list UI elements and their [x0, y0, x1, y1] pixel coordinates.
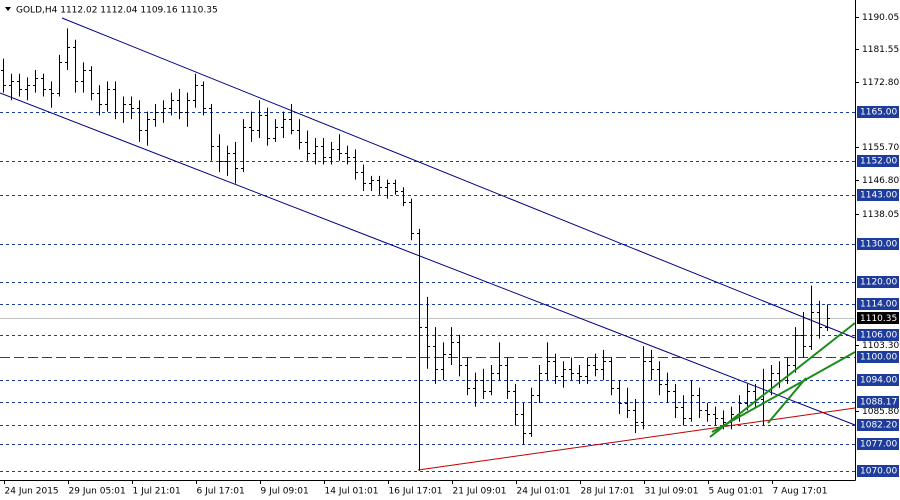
level-label: 1114.00	[860, 300, 897, 310]
x-tick-label: 29 Jun 05:01	[69, 487, 126, 497]
level-label: 1077.00	[860, 440, 897, 450]
x-tick-label: 1 Jul 21:01	[133, 487, 181, 497]
trend-line	[709, 322, 856, 438]
plot-area	[0, 28, 855, 472]
level-label-box	[857, 329, 899, 341]
level-label-box	[857, 298, 899, 310]
x-axis-area	[0, 480, 900, 500]
level-label-box	[857, 438, 899, 450]
level-label: 1082.20	[860, 421, 897, 431]
trend-line	[767, 377, 807, 424]
channel-lower	[0, 92, 856, 426]
level-label: 1070.00	[860, 467, 897, 477]
x-tick-label: 28 Jul 17:01	[581, 487, 635, 497]
y-tick-label: 1138.05	[862, 210, 899, 220]
y-tick-label: 1085.80	[862, 407, 899, 417]
level-label: 1106.00	[860, 331, 897, 341]
level-label: 1100.00	[860, 353, 897, 363]
x-tick-label: 16 Jul 17:01	[389, 487, 443, 497]
level-label: 1130.00	[860, 240, 897, 250]
level-label-box	[857, 419, 899, 431]
level-label-box	[857, 351, 899, 363]
x-tick-label: 24 Jul 01:01	[517, 487, 571, 497]
level-label-box	[857, 396, 899, 408]
current-price-label: 1110.35	[860, 314, 897, 324]
chart-title: GOLD,H4 1112.02 1112.04 1109.16 1110.35	[16, 6, 218, 16]
x-tick-label: 9 Jul 09:01	[261, 487, 309, 497]
level-label: 1120.00	[860, 278, 897, 288]
level-label-box	[857, 106, 899, 118]
support-line	[417, 407, 856, 471]
level-label: 1165.00	[860, 108, 897, 118]
level-label: 1088.17	[860, 398, 897, 408]
channel-upper	[61, 17, 856, 339]
x-tick-label: 24 Jun 2015	[5, 487, 59, 497]
level-label-box	[857, 374, 899, 386]
y-tick-label: 1155.70	[862, 143, 899, 153]
x-tick-label: 6 Jul 17:01	[197, 487, 245, 497]
level-label-box	[857, 276, 899, 288]
level-label-box	[857, 465, 899, 477]
x-tick-label: 5 Aug 01:01	[709, 487, 764, 497]
current-price-box	[857, 312, 899, 324]
x-tick-label: 7 Aug 17:01	[773, 487, 828, 497]
level-label: 1152.00	[860, 157, 897, 167]
x-tick-label: 21 Jul 09:01	[453, 487, 507, 497]
level-label-box	[857, 189, 899, 201]
y-tick-label: 1146.80	[862, 176, 899, 186]
y-tick-label: 1103.30	[862, 341, 899, 351]
y-tick-label: 1190.05	[862, 13, 899, 23]
x-tick-label: 14 Jul 01:01	[325, 487, 379, 497]
level-label-box	[857, 155, 899, 167]
level-label: 1094.00	[860, 376, 897, 386]
trend-line	[711, 351, 856, 433]
level-label: 1143.00	[860, 191, 897, 201]
menu-arrow[interactable]	[5, 7, 11, 11]
y-tick-label: 1172.80	[862, 78, 899, 88]
level-label-box	[857, 238, 899, 250]
x-tick-label: 31 Jul 09:01	[645, 487, 699, 497]
y-tick-label: 1181.55	[862, 45, 899, 55]
